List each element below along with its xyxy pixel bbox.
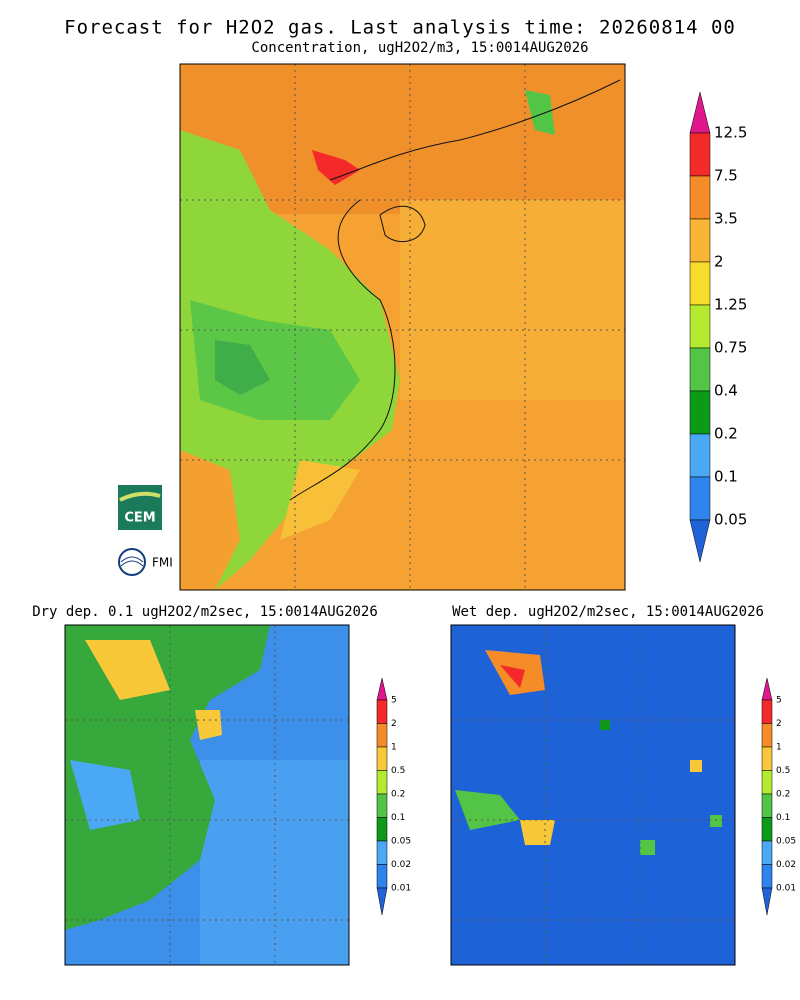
colorbar-label: 0.01	[391, 884, 411, 894]
colorbar-segment	[689, 433, 711, 478]
colorbar-segment	[689, 175, 711, 220]
colorbar-segment	[376, 840, 388, 865]
colorbar-label: 0.5	[776, 766, 790, 776]
colorbar-label: 12.5	[714, 124, 747, 142]
colorbar-label: 5	[391, 696, 397, 706]
panel-title: Dry dep. 0.1 ugH2O2/m2sec, 15:0014AUG202…	[32, 604, 378, 620]
colorbar-label: 0.1	[391, 813, 405, 823]
colorbar-segment	[761, 817, 773, 842]
colorbar-label: 0.2	[776, 790, 790, 800]
colorbar-label: 0.05	[776, 837, 796, 847]
colorbar-segment	[689, 218, 711, 263]
fmi-logo: FMI	[118, 548, 173, 576]
panel-title: Wet dep. ugH2O2/m2sec, 15:0014AUG2026	[452, 604, 764, 620]
colorbar-label: 2	[714, 253, 724, 271]
colorbar-label: 0.75	[714, 339, 747, 357]
colorbar-under	[761, 887, 773, 916]
colorbar-label: 0.4	[714, 382, 738, 400]
colorbar-label: 0.2	[714, 425, 738, 443]
colorbar-label: 1.25	[714, 296, 747, 314]
colorbar-label: 0.1	[714, 468, 738, 486]
colorbar-segment	[761, 723, 773, 748]
colorbar-segment	[376, 817, 388, 842]
colorbar-segment	[689, 476, 711, 521]
colorbar-under	[376, 887, 388, 916]
colorbar-segment	[376, 723, 388, 748]
colorbar-over	[761, 677, 773, 701]
main-map	[179, 63, 626, 591]
colorbar-segment	[376, 864, 388, 889]
colorbar-segment	[376, 770, 388, 795]
colorbar-label: 5	[776, 696, 782, 706]
colorbar-segment	[689, 304, 711, 349]
colorbar-segment	[689, 261, 711, 306]
colorbar-segment	[761, 699, 773, 724]
logo-text: CEM	[124, 511, 155, 526]
colorbar-over	[376, 677, 388, 701]
colorbar-label: 0.1	[776, 813, 790, 823]
cem-logo: CEM	[118, 485, 162, 530]
colorbar-segment	[376, 699, 388, 724]
logo-text: FMI	[152, 556, 173, 570]
colorbar-segment	[761, 770, 773, 795]
colorbar-segment	[761, 793, 773, 818]
colorbar-segment	[689, 132, 711, 177]
colorbar-under	[689, 519, 711, 563]
colorbar-label: 1	[776, 743, 782, 753]
colorbar-label: 0.5	[391, 766, 405, 776]
colorbar-label: 0.05	[391, 837, 411, 847]
colorbar-segment	[689, 390, 711, 435]
dry-map	[64, 624, 350, 966]
colorbar-segment	[689, 347, 711, 392]
colorbar-label: 2	[776, 719, 782, 729]
colorbar-segment	[376, 793, 388, 818]
colorbar-over	[689, 91, 711, 134]
subtitle: Concentration, ugH2O2/m3, 15:0014AUG2026	[251, 40, 588, 56]
colorbar-segment	[761, 864, 773, 889]
title: Forecast for H2O2 gas. Last analysis tim…	[64, 17, 736, 39]
colorbar-segment	[761, 840, 773, 865]
colorbar-label: 1	[391, 743, 397, 753]
colorbar-segment	[376, 746, 388, 771]
colorbar-label: 2	[391, 719, 397, 729]
colorbar-label: 0.02	[776, 860, 796, 870]
colorbar-label: 0.02	[391, 860, 411, 870]
colorbar-label: 7.5	[714, 167, 738, 185]
colorbar-segment	[761, 746, 773, 771]
colorbar-label: 0.2	[391, 790, 405, 800]
wet-map	[450, 624, 736, 966]
colorbar-label: 3.5	[714, 210, 738, 228]
colorbar-label: 0.01	[776, 884, 796, 894]
colorbar-label: 0.05	[714, 511, 747, 529]
